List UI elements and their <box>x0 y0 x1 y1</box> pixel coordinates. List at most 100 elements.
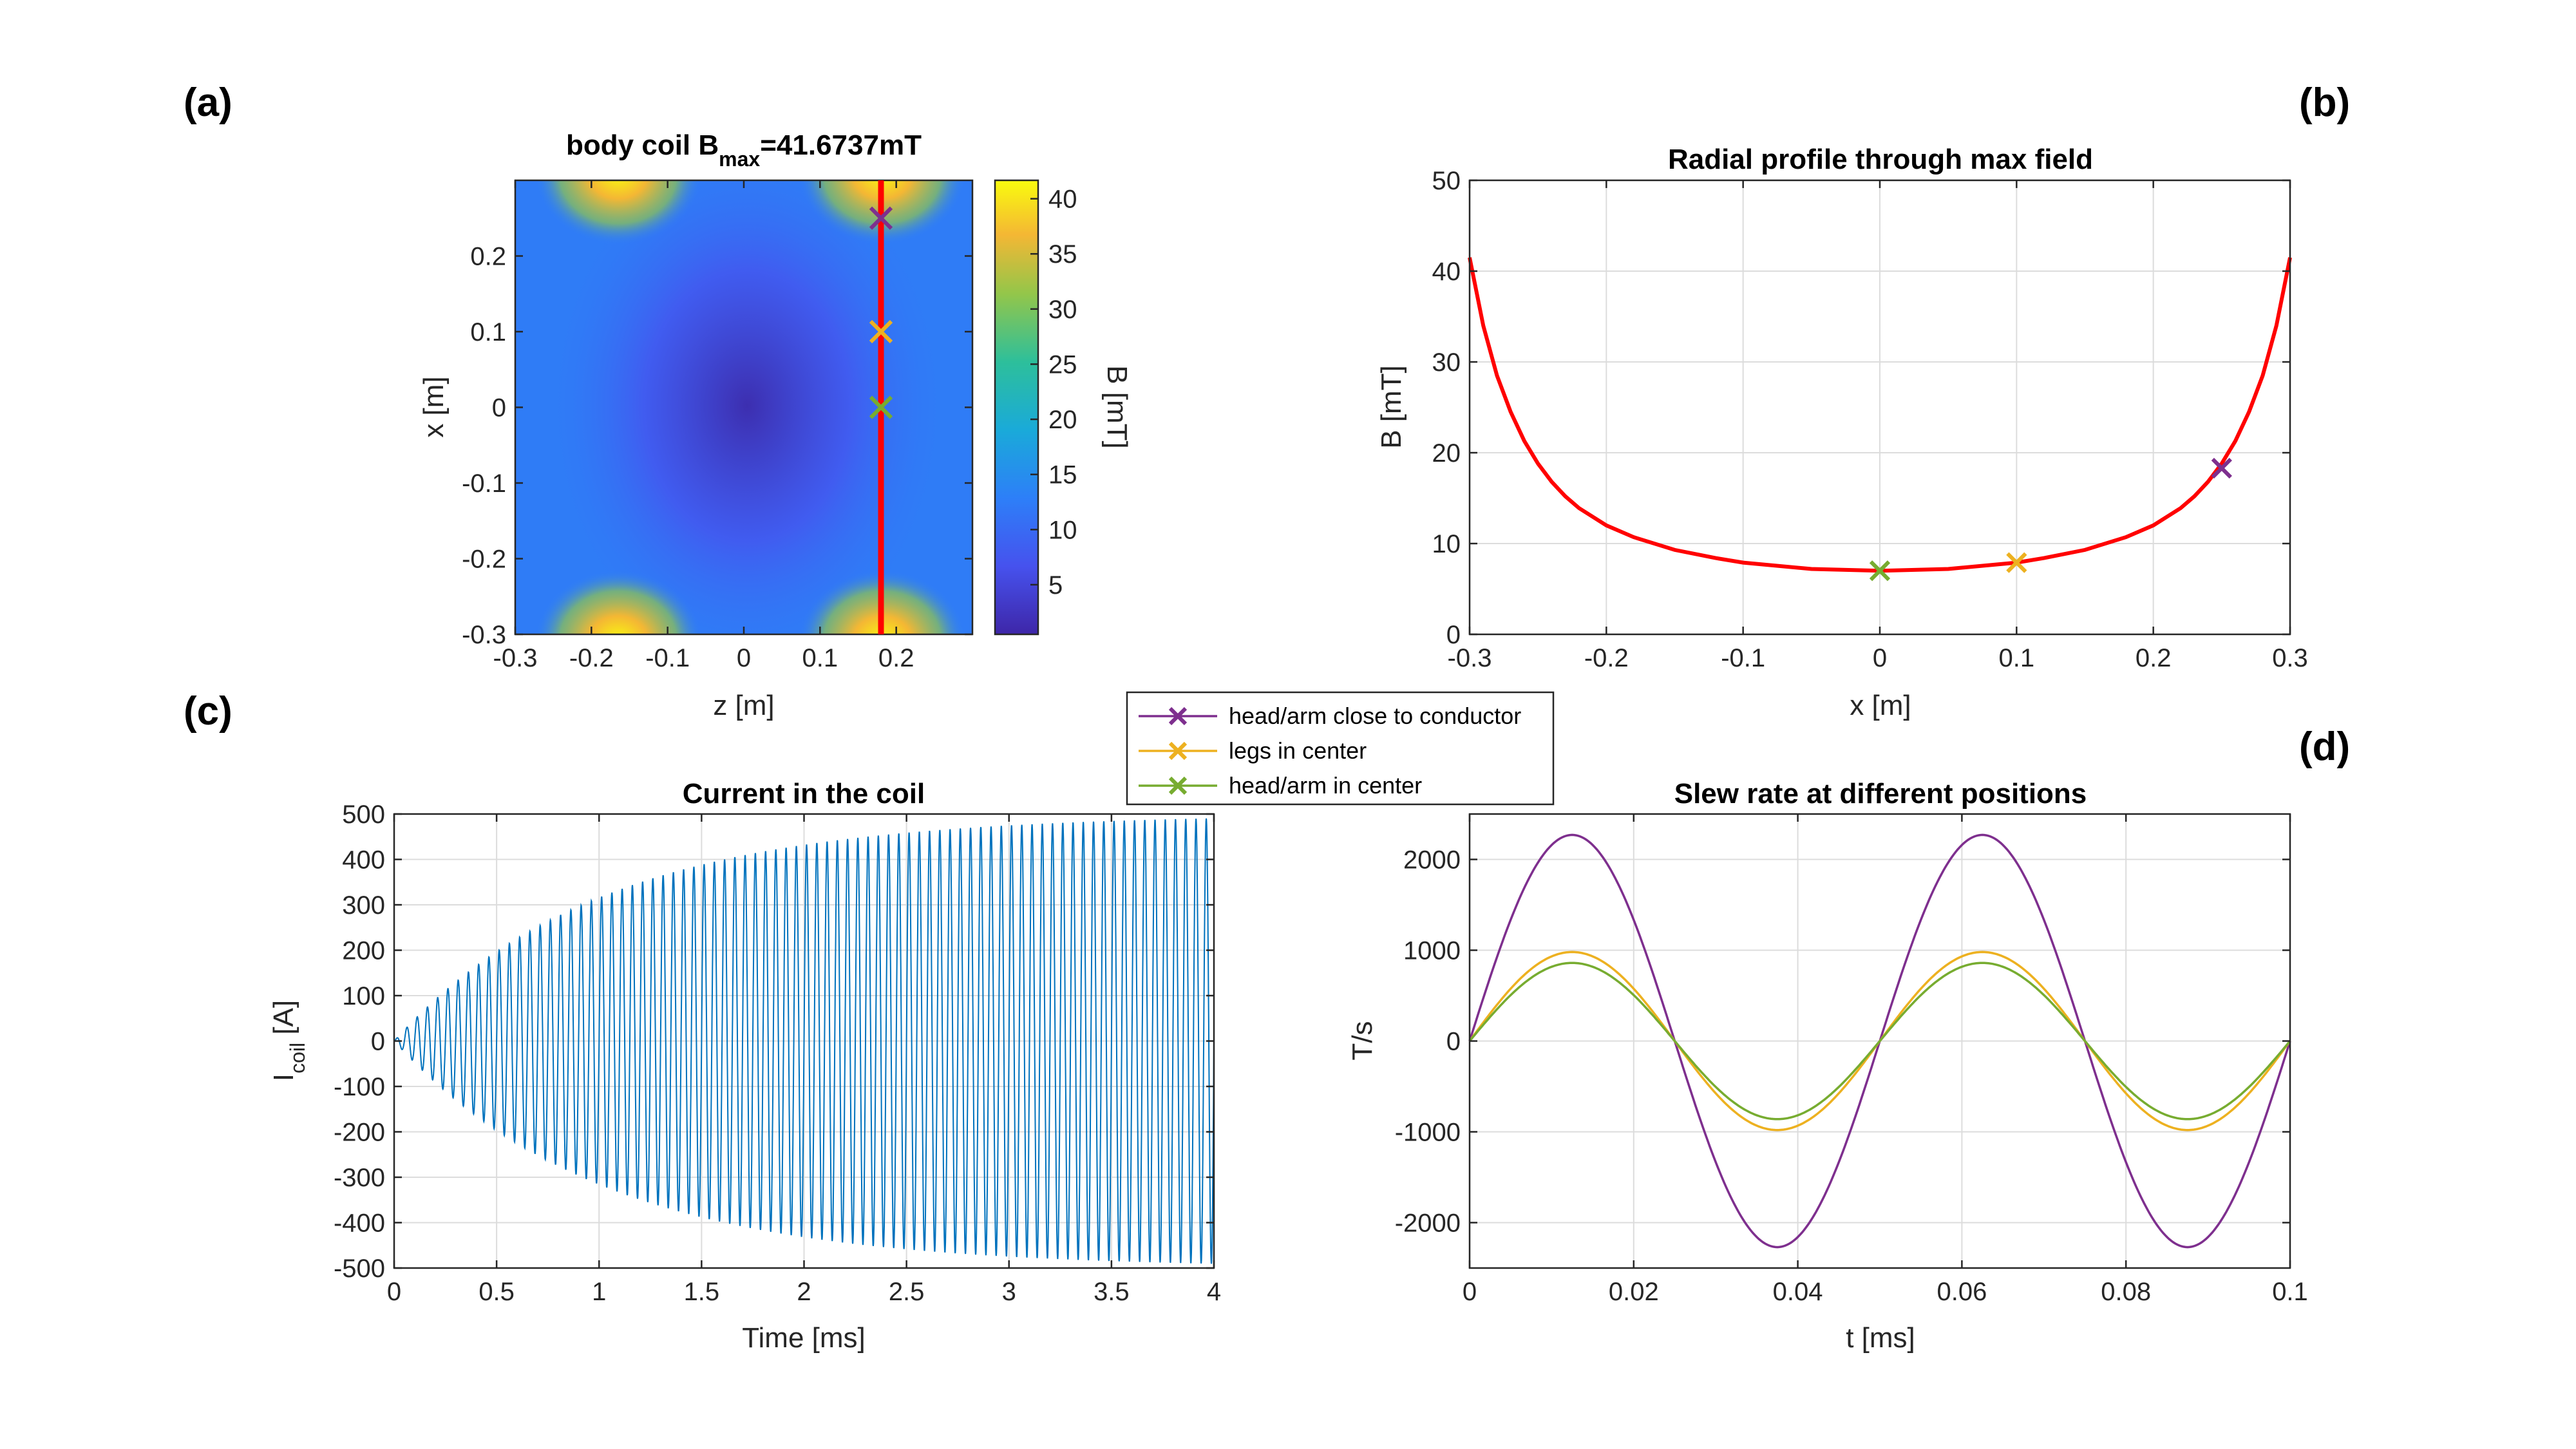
x-tick-label: 0.02 <box>1609 1278 1659 1306</box>
heatmap-ylabel: x [m] <box>418 376 450 437</box>
x-tick-label: 0.1 <box>2272 1278 2308 1306</box>
y-tick-label: 10 <box>1432 530 1461 558</box>
y-tick-label: 20 <box>1432 439 1461 468</box>
colorbar-label: B [mT] <box>1101 365 1133 449</box>
y-tick-label: -400 <box>334 1209 385 1238</box>
slew-rate-xlabel: t [ms] <box>1846 1322 1915 1354</box>
y-tick-label: -200 <box>334 1119 385 1147</box>
colorbar-tick-label: 10 <box>1048 516 1077 544</box>
panel-label-d: (d) <box>2299 724 2350 769</box>
x-tick-label: 0.1 <box>802 644 838 672</box>
colorbar-tick-label: 30 <box>1048 296 1077 324</box>
panel-label-a: (a) <box>184 80 232 125</box>
x-tick-label: 0.2 <box>878 644 914 672</box>
x-tick-label: 0 <box>737 644 751 672</box>
heatmap-panel: body coil Bmax=41.6737mT -0.3 -0.2 -0.1 0 0.… <box>418 129 1133 721</box>
current-ylabel: Icoil [A] <box>268 1000 309 1081</box>
legend-marker <box>1168 706 1188 726</box>
colorbar <box>995 180 1038 634</box>
y-tick-label: 500 <box>342 800 385 829</box>
x-tick-label: 4 <box>1207 1278 1221 1306</box>
colorbar-tick-label: 25 <box>1048 350 1077 379</box>
radial-profile-series <box>1468 257 2292 582</box>
x-tick-label: 0.1 <box>1999 644 2035 672</box>
current-series <box>394 818 1214 1264</box>
x-tick-label: -0.2 <box>569 644 614 672</box>
legend: head/arm close to conductor legs in cente… <box>1126 691 1555 806</box>
colorbar-tick-label: 15 <box>1048 461 1077 489</box>
current-title: Current in the coil <box>683 778 925 810</box>
profile-marker <box>1869 560 1891 582</box>
legend-marker <box>1168 776 1188 795</box>
y-tick-label: 300 <box>342 891 385 920</box>
y-tick-label: 2000 <box>1403 846 1461 875</box>
colorbar-tick-label: 40 <box>1048 185 1077 214</box>
heatmap-xlabel: z [m] <box>713 690 774 721</box>
y-tick-label: -2000 <box>1395 1209 1461 1238</box>
x-tick-label: 1.5 <box>684 1278 720 1306</box>
legend-label: head/arm in center <box>1229 772 1422 799</box>
y-tick-label: -0.3 <box>462 621 506 649</box>
heatmap-hotspot <box>535 570 702 634</box>
heatmap-low-field-region <box>541 180 953 634</box>
radial-profile-title: Radial profile through max field <box>1668 144 2093 175</box>
x-tick-label: 0.06 <box>1937 1278 1987 1306</box>
x-tick-label: 0 <box>387 1278 401 1306</box>
y-tick-label: 0 <box>1446 621 1461 649</box>
current-waveform <box>394 818 1214 1264</box>
position-marker <box>869 395 893 419</box>
panel-label-c: (c) <box>184 689 232 734</box>
y-tick-label: -0.2 <box>462 545 506 574</box>
x-tick-label: 3 <box>1002 1278 1016 1306</box>
x-tick-label: 3.5 <box>1094 1278 1130 1306</box>
slew-rate-title: Slew rate at different positions <box>1674 778 2087 810</box>
legend-marker <box>1168 741 1188 761</box>
y-tick-label: -0.1 <box>462 469 506 498</box>
y-tick-label: 400 <box>342 846 385 875</box>
y-tick-label: -1000 <box>1395 1119 1461 1147</box>
radial-profile-xlabel: x [m] <box>1850 690 1911 721</box>
y-tick-label: 200 <box>342 937 385 965</box>
radial-profile-panel: Radial profile through max field -0.3 -0.… <box>1376 144 2308 721</box>
heatmap-hotspot <box>535 180 702 245</box>
x-tick-label: 1 <box>592 1278 606 1306</box>
current-panel: Current in the coil 0 0.5 1 1.5 2 2.5 3 3.5 4 -50… <box>268 778 1221 1354</box>
y-tick-label: 0 <box>371 1028 385 1056</box>
slew-rate-line <box>1468 961 2291 1121</box>
y-tick-label: 0.2 <box>470 243 506 271</box>
x-tick-label: 2 <box>797 1278 811 1306</box>
y-tick-label: 30 <box>1432 348 1461 377</box>
x-tick-label: 0.5 <box>478 1278 515 1306</box>
x-tick-label: 2.5 <box>889 1278 925 1306</box>
colorbar-ticks: 5 10 15 20 25 30 35 40 <box>1030 185 1077 600</box>
y-tick-label: 0.1 <box>470 318 506 346</box>
x-tick-label: 0 <box>1873 644 1887 672</box>
slew-rate-panel: Slew rate at different positions 0 0.02 0.… <box>1347 778 2308 1354</box>
y-tick-label: 1000 <box>1403 937 1461 965</box>
current-ticks: 0 0.5 1 1.5 2 2.5 3 3.5 4 -500 -400 -300 -200 -100 0 10… <box>334 800 1221 1306</box>
x-tick-label: -0.1 <box>1721 644 1765 672</box>
profile-marker <box>2211 457 2232 479</box>
colorbar-box <box>994 179 1039 636</box>
x-tick-label: -0.2 <box>1584 644 1629 672</box>
y-tick-label: -100 <box>334 1073 385 1101</box>
profile-marker <box>2006 552 2027 573</box>
x-tick-label: -0.1 <box>645 644 690 672</box>
legend-label: legs in center <box>1229 737 1367 764</box>
radial-profile-ticks: -0.3 -0.2 -0.1 0 0.1 0.2 0.3 0 10 20 30 40 50 <box>1432 167 2308 672</box>
x-tick-label: 0.3 <box>2272 644 2308 672</box>
slew-rate-grid <box>1469 814 2291 1268</box>
y-tick-label: 100 <box>342 982 385 1010</box>
position-marker <box>869 319 893 344</box>
x-tick-label: 0.08 <box>2101 1278 2151 1306</box>
colorbar-tick-label: 5 <box>1048 571 1063 600</box>
radial-profile-ylabel: B [mT] <box>1376 365 1407 449</box>
x-tick-label: 0 <box>1463 1278 1477 1306</box>
current-xlabel: Time [ms] <box>742 1322 865 1354</box>
colorbar-tick-label: 20 <box>1048 406 1077 434</box>
y-tick-label: 0 <box>1446 1028 1461 1056</box>
y-tick-label: 40 <box>1432 258 1461 286</box>
colorbar-tick-label: 35 <box>1048 240 1077 269</box>
y-tick-label: -500 <box>334 1255 385 1283</box>
